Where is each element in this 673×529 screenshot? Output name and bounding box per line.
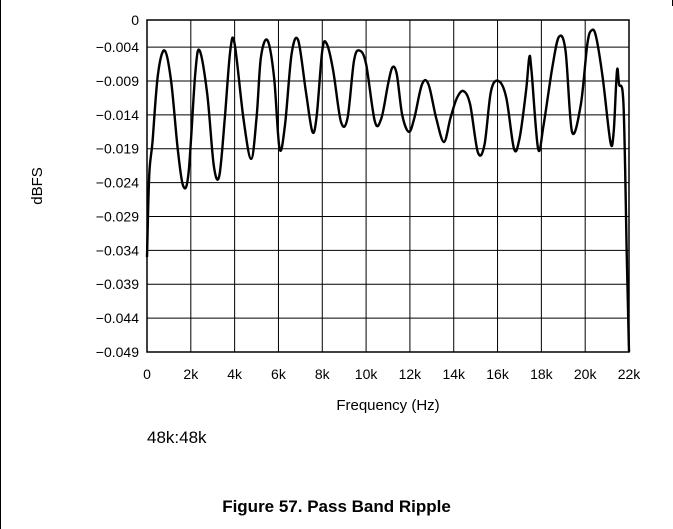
y-tick-label: −0.004 [96,39,139,55]
x-tick-label: 6k [271,366,287,382]
y-tick-label: −0.019 [96,141,139,157]
y-tick-label: −0.024 [96,175,139,191]
x-axis-ticks: 0 2k 4k 6k 8k 10k 12k 14k 16k 18k 20k 22k [143,366,641,382]
y-tick-label: −0.049 [96,344,139,360]
plot-frame [146,19,630,353]
y-axis-label: dBFS [29,167,46,205]
x-tick-label: 14k [442,366,466,382]
page-left-border [0,0,1,529]
y-tick-label: −0.034 [96,242,139,258]
y-tick-label: −0.039 [96,276,139,292]
y-tick-label: −0.029 [96,208,139,224]
y-axis-ticks: 0 −0.004 −0.009 −0.014 −0.019 −0.024 −0.029 −0.… [96,12,139,360]
sample-rate-note: 48k:48k [147,428,207,447]
series-line [145,28,631,353]
y-tick-label: −0.014 [96,107,139,123]
y-tick-label: 0 [131,12,139,28]
x-tick-label: 22k [618,366,642,382]
y-tick-label: −0.009 [96,73,139,89]
x-tick-label: 4k [227,366,243,382]
x-axis-label: Frequency (Hz) [336,397,439,414]
x-tick-label: 0 [143,366,151,382]
chart-grid [146,19,630,353]
pass-band-ripple-chart: 0 −0.004 −0.009 −0.014 −0.019 −0.024 −0.029 −0.… [29,12,641,414]
x-tick-label: 8k [315,366,331,382]
x-tick-label: 10k [355,366,379,382]
x-tick-label: 16k [486,366,510,382]
y-tick-label: −0.044 [96,310,139,326]
x-tick-label: 18k [530,366,554,382]
x-tick-label: 2k [183,366,199,382]
figure-caption: Figure 57. Pass Band Ripple [222,497,451,516]
x-tick-label: 12k [399,366,423,382]
x-tick-label: 20k [574,366,598,382]
